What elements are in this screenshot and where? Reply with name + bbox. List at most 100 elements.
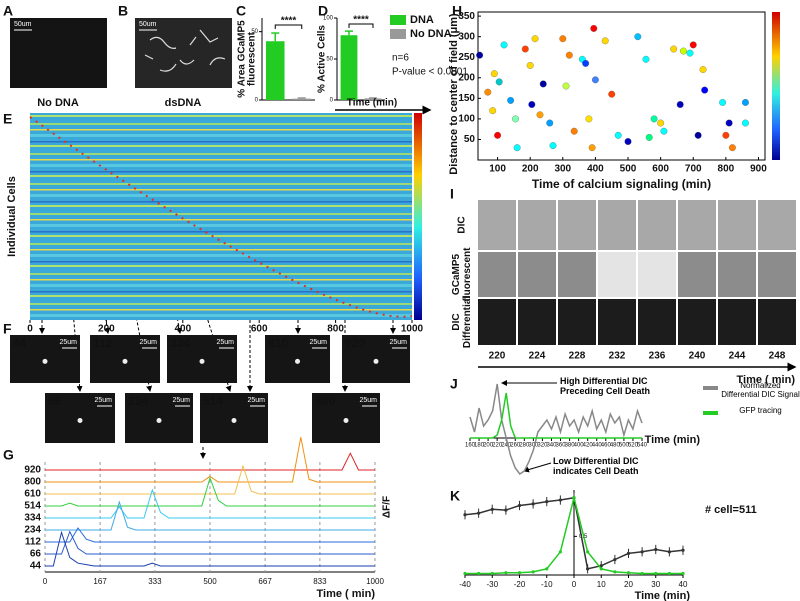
y-tick-label: 350 bbox=[458, 11, 475, 22]
image-a bbox=[10, 18, 107, 88]
panel-letter: F bbox=[3, 321, 12, 337]
x-tick-label: 500 bbox=[619, 443, 630, 449]
legend-label: Normalized Differential DIC Signal bbox=[721, 381, 800, 400]
x-tick-label: 40 bbox=[679, 580, 688, 589]
cell-label: 234 bbox=[128, 394, 148, 408]
marker bbox=[667, 550, 671, 554]
time-label: 232 bbox=[609, 351, 626, 362]
cell-frame bbox=[678, 299, 716, 345]
marker bbox=[558, 498, 562, 502]
panel-letter: D bbox=[318, 3, 328, 19]
x-axis-label: Time (min) bbox=[645, 434, 701, 446]
marker bbox=[490, 571, 494, 576]
x-tick-label: 1000 bbox=[401, 324, 424, 335]
point bbox=[660, 127, 668, 135]
x-tick-label: 320 bbox=[537, 443, 548, 449]
cell-frame bbox=[638, 200, 676, 250]
point bbox=[582, 59, 590, 67]
marker bbox=[545, 499, 549, 504]
time-label: 248 bbox=[769, 351, 786, 362]
cell-frame bbox=[598, 252, 636, 297]
time-label: 244 bbox=[729, 351, 746, 362]
annotation-arrows bbox=[501, 380, 557, 473]
point bbox=[531, 35, 539, 43]
x-tick-label: 800 bbox=[718, 164, 735, 175]
marker bbox=[463, 513, 467, 517]
y-tick-label: 0 bbox=[255, 98, 259, 104]
note: P-value < 0.0001 bbox=[392, 67, 468, 78]
marker bbox=[586, 567, 590, 571]
trace bbox=[45, 452, 375, 471]
point bbox=[741, 98, 749, 106]
cell-frame bbox=[678, 252, 716, 297]
point bbox=[614, 131, 622, 139]
annotation: High Differential DIC Preceding Cell Dea… bbox=[560, 376, 651, 397]
trace bbox=[45, 530, 375, 567]
marker bbox=[599, 564, 603, 568]
cell-label: 920 bbox=[345, 336, 365, 350]
marker bbox=[681, 548, 685, 552]
marker bbox=[477, 571, 481, 576]
point bbox=[601, 37, 609, 45]
cell-label: 112 bbox=[93, 336, 113, 350]
marker bbox=[531, 570, 535, 574]
colorbar bbox=[772, 12, 780, 160]
point bbox=[670, 45, 678, 53]
marker bbox=[599, 567, 603, 571]
point bbox=[650, 115, 658, 123]
x-axis-label: Time (min) bbox=[635, 590, 691, 601]
panel-letter: E bbox=[3, 111, 12, 127]
legend-swatch bbox=[390, 29, 406, 39]
y-tick-label: 100 bbox=[458, 114, 475, 125]
row-label: DIC bbox=[457, 216, 468, 233]
caption: No DNA bbox=[37, 97, 79, 109]
x-tick-label: 500 bbox=[620, 164, 637, 175]
cell-spot bbox=[156, 418, 162, 423]
x-tick-label: 200 bbox=[483, 443, 494, 449]
x-tick-label: 500 bbox=[203, 577, 217, 586]
cell-spot bbox=[42, 358, 48, 364]
cell-spot bbox=[122, 358, 128, 364]
scale-label: 25um bbox=[59, 339, 77, 346]
time-label: 224 bbox=[529, 351, 546, 362]
point bbox=[513, 144, 521, 152]
x-tick-label: 833 bbox=[313, 577, 327, 586]
marker bbox=[531, 502, 535, 506]
trace bbox=[470, 392, 642, 439]
x-axis-label: Time (min) bbox=[347, 98, 397, 109]
point bbox=[507, 96, 515, 104]
y-tick-label: 50 bbox=[326, 57, 333, 63]
trace bbox=[45, 530, 375, 555]
cell-frame bbox=[638, 299, 676, 345]
cell-frame bbox=[598, 200, 636, 250]
x-tick-label: 0 bbox=[572, 580, 577, 589]
x-tick-label: 440 bbox=[592, 443, 603, 449]
panel-letter: B bbox=[118, 3, 128, 19]
bar bbox=[265, 41, 285, 100]
marker bbox=[572, 496, 576, 500]
x-tick-label: 167 bbox=[93, 577, 107, 586]
marker bbox=[613, 570, 617, 574]
legend-label-box: GFP tracing bbox=[739, 406, 782, 415]
x-tick-label: 520 bbox=[628, 443, 639, 449]
y-tick-label: 200 bbox=[458, 72, 475, 83]
legend-label-box: Normalized Differential DIC Signal bbox=[721, 381, 800, 400]
scale-label: 50um bbox=[14, 21, 32, 28]
x-tick-label: 700 bbox=[685, 164, 702, 175]
x-tick-label: 30 bbox=[651, 580, 660, 589]
x-tick-label: 300 bbox=[528, 443, 539, 449]
x-axis-label: Time of calcium signaling (min) bbox=[532, 177, 711, 191]
point bbox=[719, 98, 727, 106]
trace bbox=[45, 464, 375, 495]
colorbar bbox=[414, 113, 422, 320]
trace-label: 920 bbox=[24, 465, 41, 476]
marker bbox=[504, 571, 508, 575]
x-tick-label: 360 bbox=[556, 443, 567, 449]
point bbox=[642, 55, 650, 63]
y-axis-label: Distance to center of field (μm) bbox=[448, 13, 460, 175]
cell-label: 334 bbox=[170, 336, 190, 350]
trace-label: 334 bbox=[24, 513, 41, 524]
scale-label: 25um bbox=[247, 397, 265, 404]
x-tick-label: 0 bbox=[43, 577, 48, 586]
